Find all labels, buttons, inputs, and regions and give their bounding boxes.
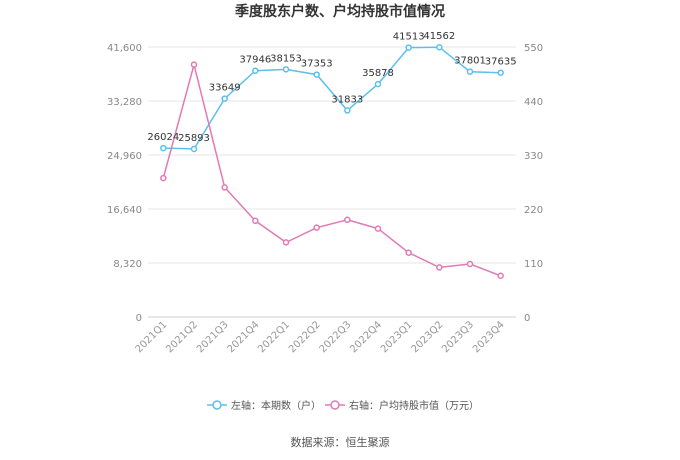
data-point-right[interactable] xyxy=(374,225,382,232)
right-axis-tick-label: 220 xyxy=(524,205,543,216)
data-point-left[interactable] xyxy=(466,68,474,75)
data-point-left[interactable] xyxy=(252,67,259,74)
x-axis-ticks: 2021Q12021Q22021Q32021Q42022Q12022Q22022… xyxy=(134,319,507,355)
data-label: 37946 xyxy=(239,55,271,66)
right-axis-tick-label: 0 xyxy=(524,313,530,324)
series-line-left xyxy=(163,46,501,150)
x-axis-tick-label: 2023Q4 xyxy=(471,319,507,355)
x-axis-tick-label: 2022Q2 xyxy=(287,319,323,355)
data-label: 37635 xyxy=(485,57,517,68)
data-point-right[interactable] xyxy=(160,174,167,182)
left-axis-tick-label: 24,960 xyxy=(107,151,142,162)
x-axis-tick-label: 2022Q4 xyxy=(348,319,384,355)
data-label: 26024 xyxy=(147,132,179,143)
series-line-right xyxy=(162,61,501,277)
left-axis-tick-label: 16,640 xyxy=(107,205,142,216)
data-point-right[interactable] xyxy=(190,61,198,68)
data-point-left[interactable] xyxy=(405,44,412,51)
right-axis-tick-label: 110 xyxy=(524,259,543,270)
data-source: 数据来源：恒生聚源 xyxy=(291,435,390,449)
legend-swatch-marker xyxy=(212,400,222,410)
series-points xyxy=(160,43,504,280)
data-point-right[interactable] xyxy=(221,184,228,191)
legend-swatch-marker xyxy=(330,400,340,410)
data-point-right[interactable] xyxy=(405,249,412,256)
data-point-right[interactable] xyxy=(344,216,351,224)
x-axis-tick-label: 2022Q3 xyxy=(318,319,354,355)
data-label: 31833 xyxy=(331,94,363,105)
data-point-left[interactable] xyxy=(221,95,228,102)
legend-label: 右轴：户均持股市值（万元） xyxy=(349,399,479,412)
legend-item-left-series[interactable]: 左轴：本期数（户） xyxy=(207,399,321,412)
data-label: 33649 xyxy=(209,83,241,94)
x-axis-tick-label: 2022Q1 xyxy=(256,319,292,355)
left-axis-tick-label: 33,280 xyxy=(107,97,142,108)
x-axis-tick-label: 2021Q1 xyxy=(134,319,170,355)
data-point-right[interactable] xyxy=(497,272,504,280)
x-axis-tick-label: 2021Q4 xyxy=(226,319,262,355)
data-point-left[interactable] xyxy=(497,69,504,76)
data-point-right[interactable] xyxy=(252,217,259,225)
right-axis-tick-label: 550 xyxy=(524,43,543,54)
right-axis-tick-label: 330 xyxy=(524,151,543,162)
left-axis-tick-label: 41,600 xyxy=(107,43,142,54)
left-axis-ticks: 0 8,320 16,640 24,960 33,280 41,600 xyxy=(107,43,142,324)
data-point-left[interactable] xyxy=(374,80,382,88)
left-axis-tick-label: 0 xyxy=(136,313,142,324)
series-lines xyxy=(162,46,501,277)
data-point-left[interactable] xyxy=(313,71,320,78)
right-axis-tick-label: 440 xyxy=(524,97,543,108)
data-point-left[interactable] xyxy=(190,145,198,153)
x-axis-tick-label: 2021Q2 xyxy=(164,319,200,355)
grid-lines xyxy=(148,46,516,318)
legend[interactable]: 左轴：本期数（户） 右轴：户均持股市值（万元） xyxy=(207,399,479,412)
data-point-right[interactable] xyxy=(436,264,443,271)
x-axis-tick-label: 2023Q1 xyxy=(379,319,415,355)
data-point-left[interactable] xyxy=(344,107,351,114)
data-label: 35878 xyxy=(362,68,394,79)
data-point-left[interactable] xyxy=(160,144,167,152)
legend-item-right-series[interactable]: 右轴：户均持股市值（万元） xyxy=(325,399,479,412)
right-axis-ticks: 0 110 220 330 440 550 xyxy=(524,43,543,324)
left-axis-tick-label: 8,320 xyxy=(113,259,142,270)
data-label: 41562 xyxy=(423,31,455,42)
data-label: 25893 xyxy=(178,133,210,144)
legend-label: 左轴：本期数（户） xyxy=(231,399,321,412)
data-point-right[interactable] xyxy=(313,224,320,231)
x-axis-tick-label: 2023Q3 xyxy=(440,319,476,355)
data-label: 37353 xyxy=(301,59,333,70)
data-label: 38153 xyxy=(270,53,302,64)
chart-title: 季度股东户数、户均持股市值情况 xyxy=(234,3,445,20)
data-label: 41513 xyxy=(393,32,425,43)
data-point-right[interactable] xyxy=(466,260,474,268)
x-axis-tick-label: 2023Q2 xyxy=(410,319,446,355)
data-label: 37801 xyxy=(454,56,486,67)
data-point-left[interactable] xyxy=(282,66,290,73)
x-axis-tick-label: 2021Q3 xyxy=(195,319,231,355)
data-point-right[interactable] xyxy=(282,239,290,246)
data-point-left[interactable] xyxy=(436,43,443,51)
